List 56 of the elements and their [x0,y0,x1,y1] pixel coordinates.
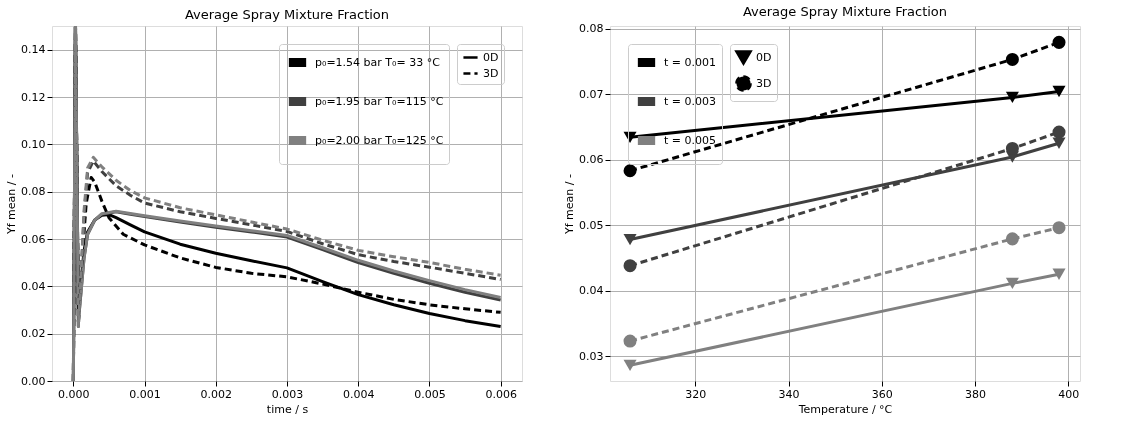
x-tick-label: 0.004 [342,387,375,401]
x-tick-label: 0.002 [200,387,233,401]
legend-label: 0D [756,50,772,64]
y-tick-label: 0.08 [21,185,46,199]
point [1052,85,1066,98]
y-tick-label: 0.04 [21,279,46,293]
x-tick-label: 0.003 [271,387,304,401]
legend-label: p₀=1.95 bar T₀=115 °C [315,94,444,108]
legend-label: 3D [756,76,772,90]
legend-label: p₀=1.54 bar T₀= 33 °C [315,55,441,69]
y-tick-label: 0.03 [579,349,604,363]
point [1005,232,1019,246]
x-tick-label: 400 [1058,387,1080,401]
x-tick-label: 380 [965,387,987,401]
y-tick-label: 0.04 [579,284,604,298]
y-tick-label: 0.10 [21,137,46,151]
x-tick-label: 0.006 [485,387,517,401]
point [1005,277,1019,290]
point [1052,125,1066,139]
chart-title: Average Spray Mixture Fraction [742,3,948,19]
legend-label: t = 0.003 [664,94,717,108]
legend-label: t = 0.001 [664,55,717,69]
x-tick-label: 0.000 [58,387,90,401]
x-tick-label: 0.001 [129,387,161,401]
point [623,359,637,371]
point [1005,91,1019,104]
x-tick-label: 320 [685,387,707,401]
y-tick-label: 0.14 [21,43,46,57]
y-tick-label: 0.12 [21,90,46,104]
y-tick-label: 0.08 [579,22,604,36]
chart-title: Average Spray Mixture Fraction [184,7,390,22]
y-tick-label: 0.06 [579,153,604,167]
point [1052,268,1066,280]
y-axis-title: Yf mean / - [5,173,19,235]
point [623,233,637,246]
legend-label: t = 0.005 [664,133,717,147]
y-tick-label: 0.07 [579,87,604,101]
x-tick-label: 360 [871,387,893,401]
point [623,164,637,178]
y-tick-label: 0.06 [21,232,46,246]
legend-label: p₀=2.00 bar T₀=125 °C [315,133,444,147]
x-axis-title: time / s [266,402,309,416]
point [623,334,637,348]
y-axis-title: Yf mean / - [563,173,577,235]
x-axis-title: Temperature / °C [797,402,893,416]
y-tick-label: 0.05 [579,218,604,232]
legend-label: 3D [483,66,499,80]
point [1005,52,1019,66]
legend-label: 0D [483,50,499,64]
point [1052,221,1066,235]
point [1052,35,1066,49]
y-tick-label: 0.00 [21,374,46,388]
x-tick-label: 340 [778,387,800,401]
x-tick-label: 0.005 [414,387,446,401]
point [623,259,637,273]
y-tick-label: 0.02 [21,327,46,341]
